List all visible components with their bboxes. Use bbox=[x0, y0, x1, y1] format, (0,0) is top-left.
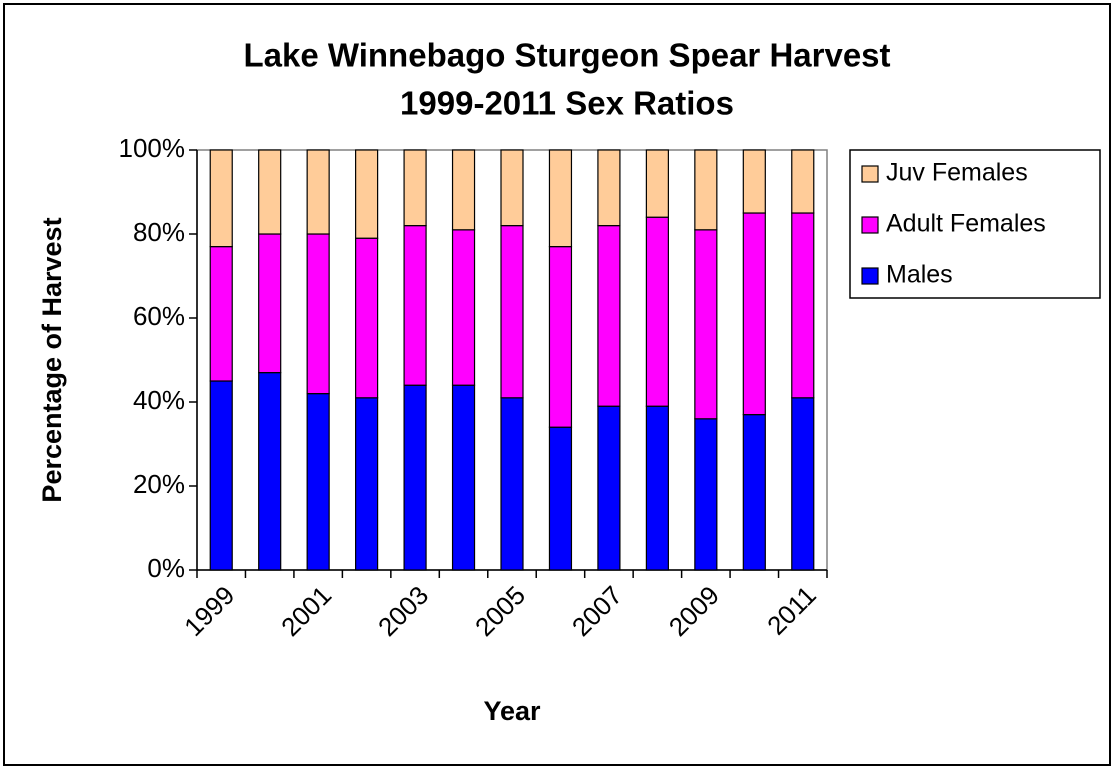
bar-segment bbox=[355, 149, 379, 239]
bar-segment bbox=[355, 237, 379, 399]
bar-segment bbox=[548, 426, 573, 571]
bar-segment bbox=[742, 149, 766, 214]
bar-segment bbox=[403, 149, 427, 227]
bar-segment bbox=[791, 212, 815, 399]
bar-segment bbox=[258, 149, 282, 235]
bar-segment bbox=[451, 229, 476, 386]
y-tick-label: 40% bbox=[133, 385, 185, 415]
y-tick-label: 80% bbox=[133, 217, 185, 247]
legend-label: Adult Females bbox=[886, 210, 1046, 238]
bar-segment bbox=[645, 405, 669, 571]
bar-segment bbox=[791, 149, 815, 214]
bar-segment bbox=[209, 149, 233, 248]
bar-segment bbox=[306, 233, 330, 395]
bar-segment bbox=[500, 149, 524, 227]
bar-segment bbox=[742, 414, 766, 571]
bar-segment bbox=[742, 212, 766, 416]
bar-segment bbox=[258, 372, 282, 571]
bar-segment bbox=[403, 225, 427, 386]
bar-segment bbox=[597, 149, 621, 227]
legend-label: Juv Females bbox=[886, 159, 1028, 187]
x-axis-title: Year bbox=[483, 696, 541, 726]
legend-swatch bbox=[861, 165, 879, 183]
bar-segment bbox=[209, 246, 233, 382]
bar-segment bbox=[548, 149, 573, 248]
y-tick-label: 20% bbox=[133, 469, 185, 499]
y-tick-label: 0% bbox=[147, 553, 185, 583]
bar-segment bbox=[403, 384, 427, 571]
chart-title: Lake Winnebago Sturgeon Spear Harvest bbox=[243, 37, 890, 74]
bar-segment bbox=[694, 229, 718, 420]
legend-label: Males bbox=[886, 261, 953, 289]
bar-segment bbox=[645, 149, 669, 218]
bar-segment bbox=[500, 397, 524, 571]
bar-segment bbox=[597, 225, 621, 407]
bar-segment bbox=[694, 149, 718, 231]
legend-box bbox=[849, 149, 1101, 299]
bar-segment bbox=[597, 405, 621, 571]
bar-segment bbox=[645, 216, 669, 407]
bar-segment bbox=[306, 393, 330, 571]
legend-swatch bbox=[861, 216, 879, 234]
y-tick-label: 100% bbox=[119, 133, 186, 163]
bar-segment bbox=[451, 149, 476, 231]
bar-segment bbox=[355, 397, 379, 571]
bar-segment bbox=[694, 418, 718, 571]
y-axis-title: Percentage of Harvest bbox=[37, 217, 67, 502]
legend-swatch bbox=[861, 267, 879, 285]
bar-segment bbox=[548, 246, 573, 428]
y-tick-label: 60% bbox=[133, 301, 185, 331]
bar-segment bbox=[791, 397, 815, 571]
bar-segment bbox=[209, 380, 233, 571]
bar-segment bbox=[451, 384, 476, 571]
bar-segment bbox=[258, 233, 282, 374]
bar-segment bbox=[306, 149, 330, 235]
bar-segment bbox=[500, 225, 524, 399]
chart-subtitle: 1999-2011 Sex Ratios bbox=[400, 85, 734, 122]
